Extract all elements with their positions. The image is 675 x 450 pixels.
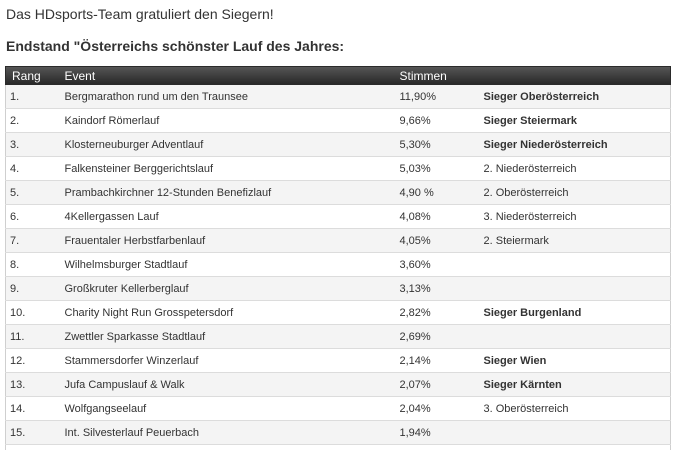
votes-cell: 2,04%	[393, 396, 478, 421]
result-note-cell: Sieger Niederösterreich	[477, 132, 671, 157]
table-row: 4. Falkensteiner Berggerichtslauf 5,03% 2. …	[5, 156, 671, 181]
header-note	[477, 66, 671, 85]
votes-cell: 2,14%	[393, 348, 478, 373]
rank-cell: 11.	[5, 324, 59, 349]
event-cell: Charity Night Run Grosspetersdorf	[58, 300, 394, 325]
table-row: 13. Jufa Campuslauf & Walk 2,07% Sieger Kär…	[5, 372, 671, 397]
votes-cell: 3,13%	[393, 276, 478, 301]
votes-cell: 11,90%	[393, 84, 478, 109]
rank-cell: 13.	[5, 372, 59, 397]
votes-cell: 2,82%	[393, 300, 478, 325]
results-table: Rang Event Stimmen 1. Bergmarathon rund u…	[5, 66, 671, 450]
rank-cell: 15.	[5, 420, 59, 445]
result-note-cell: Sieger Oberösterreich	[477, 84, 671, 109]
votes-cell: 2,07%	[393, 372, 478, 397]
table-row: 9. Großkruter Kellerberglauf 3,13%	[5, 276, 671, 301]
table-row: 7. Frauentaler Herbstfarbenlauf 4,05% 2. St…	[5, 228, 671, 253]
rank-cell: 3.	[5, 132, 59, 157]
table-row: 10. Charity Night Run Grosspetersdorf 2,82…	[5, 300, 671, 325]
table-row: 1. Bergmarathon rund um den Traunsee 11,90…	[5, 84, 671, 109]
votes-cell: 1,94%	[393, 420, 478, 445]
event-cell: Großkruter Kellerberglauf	[58, 276, 394, 301]
rank-cell: 9.	[5, 276, 59, 301]
votes-cell: 4,90 %	[393, 180, 478, 205]
result-note-cell: 3. Niederösterreich	[477, 204, 671, 229]
event-cell	[58, 444, 394, 450]
intro-text: Das HDsports-Team gratuliert den Siegern…	[6, 6, 274, 22]
table-row: 2. Kaindorf Römerlauf 9,66% Sieger Steierma…	[5, 108, 671, 133]
table-row: 12. Stammersdorfer Winzerlauf 2,14% Sieger …	[5, 348, 671, 373]
result-note-cell: Sieger Wien	[477, 348, 671, 373]
rank-cell: 10.	[5, 300, 59, 325]
rank-cell: 7.	[5, 228, 59, 253]
table-row: 3. Klosterneuburger Adventlauf 5,30% Sieger…	[5, 132, 671, 157]
result-note-cell	[477, 276, 671, 301]
event-cell: 4Kellergassen Lauf	[58, 204, 394, 229]
event-cell: Stammersdorfer Winzerlauf	[58, 348, 394, 373]
event-cell: Klosterneuburger Adventlauf	[58, 132, 394, 157]
table-row: 6. 4Kellergassen Lauf 4,08% 3. Niederösterr…	[5, 204, 671, 229]
event-cell: Kaindorf Römerlauf	[58, 108, 394, 133]
result-note-cell: Sieger Burgenland	[477, 300, 671, 325]
result-note-cell	[477, 444, 671, 450]
votes-cell: 9,66%	[393, 108, 478, 133]
result-note-cell: Sieger Kärnten	[477, 372, 671, 397]
table-header-row: Rang Event Stimmen	[5, 66, 671, 85]
table-row: 8. Wilhelmsburger Stadtlauf 3,60%	[5, 252, 671, 277]
event-cell: Frauentaler Herbstfarbenlauf	[58, 228, 394, 253]
votes-cell: 4,05%	[393, 228, 478, 253]
event-cell: Jufa Campuslauf & Walk	[58, 372, 394, 397]
votes-cell: 2,69%	[393, 324, 478, 349]
rank-cell: 8.	[5, 252, 59, 277]
header-stimmen: Stimmen	[393, 66, 478, 85]
event-cell: Int. Silvesterlauf Peuerbach	[58, 420, 394, 445]
rank-cell: 12.	[5, 348, 59, 373]
rank-cell: 2.	[5, 108, 59, 133]
votes-cell	[393, 444, 478, 450]
result-note-cell	[477, 324, 671, 349]
header-event: Event	[58, 66, 394, 85]
rank-cell: 1.	[5, 84, 59, 109]
result-note-cell: 2. Oberösterreich	[477, 180, 671, 205]
result-note-cell	[477, 420, 671, 445]
event-cell: Wolfgangseelauf	[58, 396, 394, 421]
votes-cell: 5,30%	[393, 132, 478, 157]
result-note-cell: 3. Oberösterreich	[477, 396, 671, 421]
votes-cell: 4,08%	[393, 204, 478, 229]
results-heading: Endstand "Österreichs schönster Lauf des…	[6, 38, 345, 54]
votes-cell: 3,60%	[393, 252, 478, 277]
result-note-cell: Sieger Steiermark	[477, 108, 671, 133]
votes-cell: 5,03%	[393, 156, 478, 181]
table-row	[5, 444, 671, 450]
rank-cell: 4.	[5, 156, 59, 181]
event-cell: Zwettler Sparkasse Stadtlauf	[58, 324, 394, 349]
event-cell: Prambachkirchner 12-Stunden Benefizlauf	[58, 180, 394, 205]
event-cell: Bergmarathon rund um den Traunsee	[58, 84, 394, 109]
table-row: 11. Zwettler Sparkasse Stadtlauf 2,69%	[5, 324, 671, 349]
result-note-cell: 2. Steiermark	[477, 228, 671, 253]
table-row: 15. Int. Silvesterlauf Peuerbach 1,94%	[5, 420, 671, 445]
rank-cell: 14.	[5, 396, 59, 421]
rank-cell: 5.	[5, 180, 59, 205]
result-note-cell	[477, 252, 671, 277]
table-row: 5. Prambachkirchner 12-Stunden Benefizlau…	[5, 180, 671, 205]
rank-cell	[5, 444, 59, 450]
event-cell: Wilhelmsburger Stadtlauf	[58, 252, 394, 277]
rank-cell: 6.	[5, 204, 59, 229]
header-rang: Rang	[5, 66, 59, 85]
results-body: 1. Bergmarathon rund um den Traunsee 11,90…	[5, 84, 671, 450]
result-note-cell: 2. Niederösterreich	[477, 156, 671, 181]
table-row: 14. Wolfgangseelauf 2,04% 3. Oberösterreich	[5, 396, 671, 421]
event-cell: Falkensteiner Berggerichtslauf	[58, 156, 394, 181]
